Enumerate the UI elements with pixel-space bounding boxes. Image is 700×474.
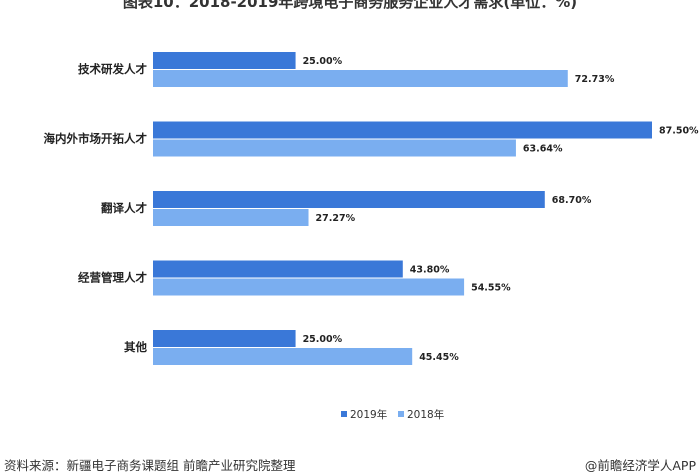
value-label-2018-3: 54.55% [471,283,511,294]
value-label-2018-2: 27.27% [316,213,356,224]
value-label-2019-4: 25.00% [303,334,343,345]
source-note: 资料来源：新疆电子商务课题组 前瞻产业研究院整理 [4,458,296,473]
bar-2018-2 [153,209,309,226]
value-label-2019-3: 43.80% [410,265,450,276]
bar-2018-0 [153,70,568,87]
legend-swatch-2018 [398,411,404,417]
legend-label-2019: 2019年 [350,408,387,421]
bar-2019-3 [153,260,403,278]
legend: 2019年 2018年 [341,408,444,421]
bars-layer [153,52,652,365]
bar-2018-1 [153,139,516,157]
bar-2019-2 [153,191,545,208]
category-label-1: 海内外市场开拓人才 [44,132,148,146]
value-label-2018-0: 72.73% [575,74,615,85]
value-label-2018-1: 63.64% [523,144,563,155]
category-label-0: 技术研发人才 [78,62,147,76]
legend-label-2018: 2018年 [407,408,444,421]
bar-2019-1 [153,121,652,139]
legend-swatch-2019 [341,411,347,417]
bar-2019-0 [153,52,296,69]
category-label-3: 经营管理人才 [78,271,147,285]
category-label-2: 翻译人才 [101,201,147,215]
bar-2018-4 [153,348,413,365]
chart-title: 图表10：2018-2019年跨境电子商务服务企业人才需求(单位：%) [122,0,578,11]
bar-2018-3 [153,278,465,296]
labels-layer: 技术研发人才 25.00% 72.73% 海内外市场开拓人才 87.50% 63.64% 翻… [44,56,700,363]
value-label-2019-0: 25.00% [303,56,343,67]
category-label-4: 其他 [124,340,147,354]
value-label-2018-4: 45.45% [419,352,459,363]
value-label-2019-2: 68.70% [552,195,592,206]
brand-credit: @前瞻经济学人APP [584,458,696,473]
value-label-2019-1: 87.50% [659,126,699,137]
bar-2019-4 [153,330,296,347]
